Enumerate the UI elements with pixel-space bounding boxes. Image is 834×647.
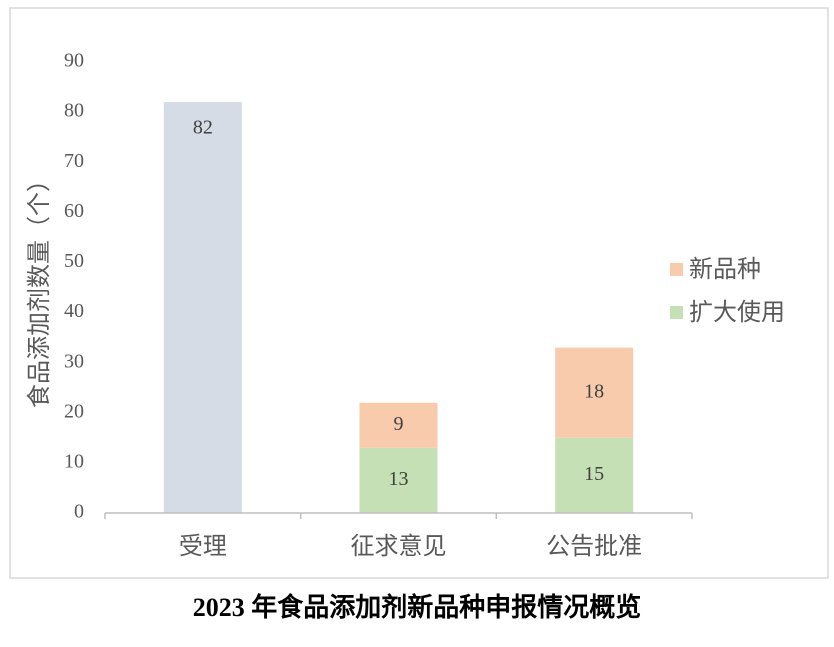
y-tick-label: 10 — [64, 450, 84, 472]
chart-frame — [9, 7, 829, 579]
y-tick-label: 60 — [64, 200, 84, 222]
y-tick-label: 30 — [64, 350, 84, 372]
data-label: 15 — [584, 463, 604, 485]
bar — [163, 102, 242, 513]
y-tick-label: 70 — [64, 150, 84, 172]
legend-label: 扩大使用 — [689, 298, 785, 326]
bar — [555, 437, 634, 513]
legend-label: 新品种 — [689, 255, 761, 283]
y-tick-label: 80 — [64, 100, 84, 122]
y-axis-title: 食品添加剂数量（个） — [25, 168, 53, 408]
legend-swatch — [670, 306, 683, 319]
bar — [359, 402, 438, 448]
y-tick-label: 20 — [64, 400, 84, 422]
data-label: 18 — [584, 380, 604, 402]
bar — [359, 447, 438, 513]
y-tick-label: 90 — [64, 50, 84, 72]
y-tick-label: 50 — [64, 250, 84, 272]
x-tick-label: 受理 — [179, 532, 227, 560]
chart-title: 2023 年食品添加剂新品种申报情况概览 — [193, 592, 642, 622]
data-label: 9 — [394, 413, 404, 435]
y-tick-label: 0 — [74, 501, 84, 523]
data-label: 13 — [389, 468, 409, 490]
y-tick-label: 40 — [64, 300, 84, 322]
bar — [555, 347, 634, 438]
x-tick-label: 公告批准 — [546, 532, 642, 560]
x-tick-label: 征求意见 — [351, 532, 447, 560]
data-label: 82 — [193, 117, 213, 139]
legend-swatch — [670, 263, 683, 276]
